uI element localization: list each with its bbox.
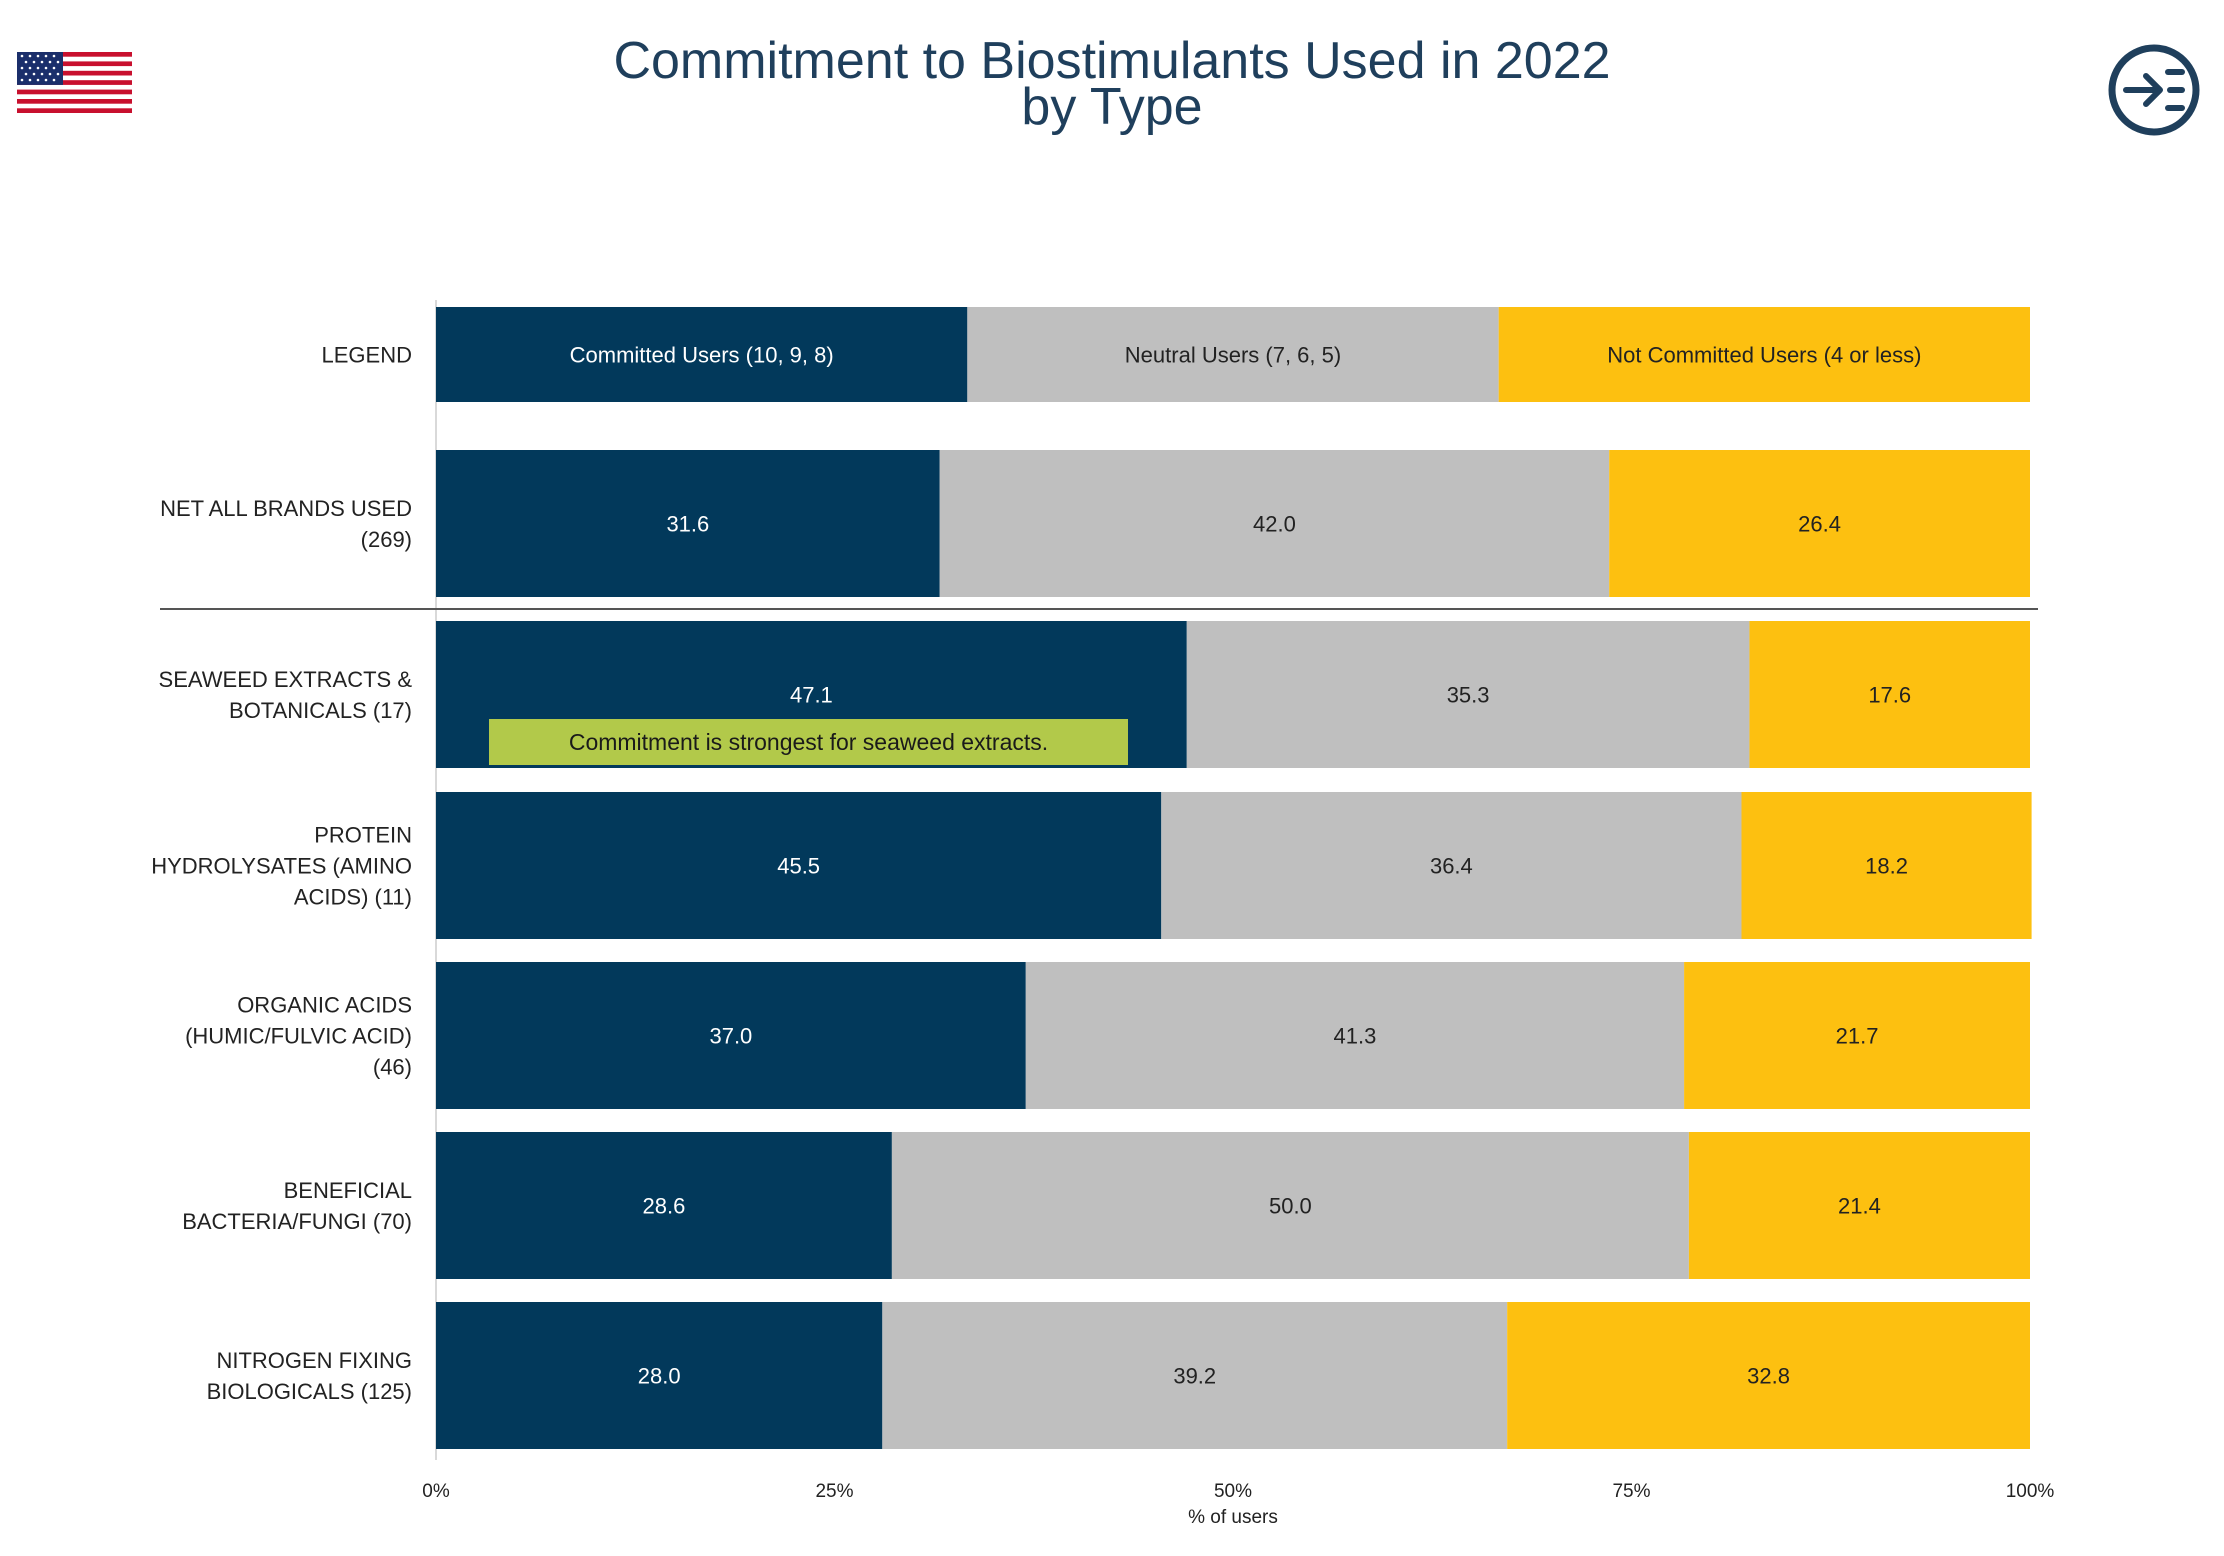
data-label-r3-s1: 41.3 xyxy=(1334,1024,1377,1049)
category-label-5-line1: BIOLOGICALS (125) xyxy=(207,1379,412,1404)
data-label-r5-s2: 32.8 xyxy=(1747,1364,1790,1389)
arrow-list-icon[interactable] xyxy=(2106,42,2202,138)
bar-segment-r0-s0 xyxy=(436,450,940,597)
category-label-3-line1: (HUMIC/FULVIC ACID) xyxy=(185,1024,412,1049)
category-label-3-line2: (46) xyxy=(373,1055,412,1080)
data-label-r1-s0: 47.1 xyxy=(790,683,833,708)
data-label-r0-s0: 31.6 xyxy=(666,512,709,537)
bar-segment-r5-s1 xyxy=(882,1302,1508,1449)
category-label-0-line1: (269) xyxy=(361,527,412,552)
bar-segment-r4-s0 xyxy=(436,1132,892,1279)
chart-title-line2: by Type xyxy=(1021,78,1203,136)
us-flag-icon xyxy=(17,52,132,113)
legend-label: LEGEND xyxy=(322,343,412,368)
data-label-r4-s0: 28.6 xyxy=(643,1194,686,1219)
x-axis-title: % of users xyxy=(1188,1507,1278,1528)
chart-title: Commitment to Biostimulants Used in 2022… xyxy=(0,32,2224,136)
data-label-r0-s2: 26.4 xyxy=(1798,512,1841,537)
category-label-2-line1: HYDROLYSATES (AMINO xyxy=(151,854,412,879)
data-label-r3-s0: 37.0 xyxy=(709,1024,752,1049)
data-label-r3-s2: 21.7 xyxy=(1836,1024,1879,1049)
data-label-r0-s1: 42.0 xyxy=(1253,512,1296,537)
annotation-note: Commitment is strongest for seaweed extr… xyxy=(489,719,1128,765)
x-tick-label-1: 25% xyxy=(815,1481,853,1502)
category-label-1-line0: SEAWEED EXTRACTS & xyxy=(159,667,413,692)
x-tick-label-2: 50% xyxy=(1214,1481,1252,1502)
data-label-r5-s1: 39.2 xyxy=(1173,1364,1216,1389)
legend-entry-2: Not Committed Users (4 or less) xyxy=(1607,343,1921,368)
category-label-4-line0: BENEFICIAL xyxy=(284,1178,412,1203)
x-tick-label-0: 0% xyxy=(422,1481,450,1502)
category-label-3-line0: ORGANIC ACIDS xyxy=(237,993,412,1018)
bar-segment-r4-s2 xyxy=(1688,1132,2030,1279)
category-label-0-line0: NET ALL BRANDS USED xyxy=(160,496,412,521)
data-label-r4-s1: 50.0 xyxy=(1269,1194,1312,1219)
bar-segment-r1-s2 xyxy=(1749,621,2030,768)
x-tick-label-3: 75% xyxy=(1612,1481,1650,1502)
legend-swatch-2 xyxy=(1498,307,2030,402)
data-label-r2-s2: 18.2 xyxy=(1865,854,1908,879)
legend-swatch-1 xyxy=(967,307,1499,402)
bar-segment-r2-s1 xyxy=(1161,792,1742,939)
bar-segment-r5-s0 xyxy=(436,1302,883,1449)
category-label-2-line0: PROTEIN xyxy=(314,823,412,848)
legend-entry-1: Neutral Users (7, 6, 5) xyxy=(1125,343,1341,368)
x-tick-label-4: 100% xyxy=(2006,1481,2055,1502)
category-label-2-line2: ACIDS) (11) xyxy=(294,885,412,910)
category-label-5-line0: NITROGEN FIXING xyxy=(216,1348,412,1373)
chart-title-line1: Commitment to Biostimulants Used in 2022 xyxy=(613,32,1611,90)
bar-segment-r2-s0 xyxy=(436,792,1162,939)
bar-segment-r3-s1 xyxy=(1025,962,1685,1109)
bar-segment-r0-s1 xyxy=(939,450,1610,597)
bar-segment-r3-s0 xyxy=(436,962,1026,1109)
data-label-r2-s0: 45.5 xyxy=(777,854,820,879)
data-label-r2-s1: 36.4 xyxy=(1430,854,1473,879)
bar-segment-r2-s2 xyxy=(1741,792,2032,939)
bar-segment-r0-s2 xyxy=(1609,450,2030,597)
data-label-r1-s2: 17.6 xyxy=(1868,683,1911,708)
bar-segment-r4-s1 xyxy=(891,1132,1689,1279)
data-label-r5-s0: 28.0 xyxy=(638,1364,681,1389)
bar-segment-r3-s2 xyxy=(1684,962,2030,1109)
category-label-1-line1: BOTANICALS (17) xyxy=(229,698,412,723)
data-label-r1-s1: 35.3 xyxy=(1447,683,1490,708)
bar-segment-r5-s2 xyxy=(1507,1302,2030,1449)
category-label-4-line1: BACTERIA/FUNGI (70) xyxy=(182,1209,412,1234)
legend-swatch-0 xyxy=(436,307,968,402)
data-label-r4-s2: 21.4 xyxy=(1838,1194,1881,1219)
legend-entry-0: Committed Users (10, 9, 8) xyxy=(570,343,834,368)
bar-segment-r1-s1 xyxy=(1186,621,1750,768)
